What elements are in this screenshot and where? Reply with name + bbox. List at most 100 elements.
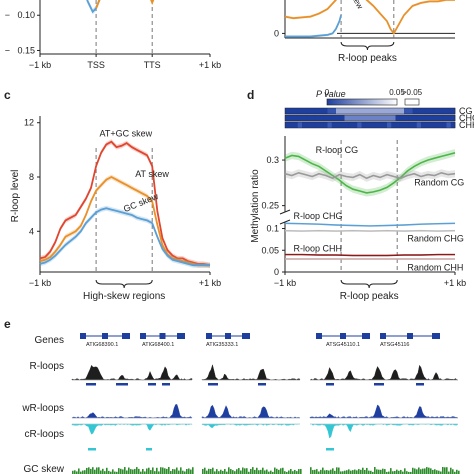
track-label: GC skew — [23, 464, 64, 474]
gc-skew-bar — [290, 469, 292, 474]
heatmap-cell — [378, 122, 384, 128]
panel-top-right: 0 skew R-loop peaks — [274, 0, 455, 64]
heatmap-cell — [404, 122, 409, 128]
gc-skew-bar — [288, 470, 290, 474]
gc-skew-bar — [228, 467, 230, 474]
gc-skew-bar — [428, 467, 430, 474]
gc-skew-bar — [232, 470, 234, 474]
gc-skew-bar — [274, 467, 276, 474]
heatmap-cell — [378, 115, 384, 121]
bracket — [95, 279, 153, 289]
gc-skew-bar — [150, 470, 152, 474]
gc-skew-bar — [300, 468, 302, 474]
peak-call — [258, 383, 266, 386]
gc-skew-bar — [414, 468, 416, 474]
gene-exon — [340, 333, 346, 339]
gc-skew-bar — [374, 467, 376, 474]
gc-skew-bar — [94, 469, 96, 474]
gc-skew-bar — [222, 470, 224, 474]
heatmap-cell — [391, 108, 396, 114]
heatmap-cell — [395, 115, 401, 121]
gc-skew-bar — [158, 471, 160, 474]
gc-skew-bar — [248, 471, 250, 474]
heatmap-cell — [450, 115, 456, 121]
gc-skew-bar — [388, 471, 390, 474]
gc-skew-bar — [298, 469, 300, 474]
heatmap-cell — [319, 108, 324, 114]
gc-skew-bar — [118, 468, 120, 474]
heatmap-cell — [344, 108, 350, 114]
gc-skew-bar — [168, 467, 170, 474]
gc-skew-bar — [126, 470, 128, 474]
gc-skew-bar — [208, 468, 210, 474]
gene-label: ATIG68400.1 — [142, 342, 174, 348]
x-tick-label: +1 kb — [199, 60, 221, 70]
heatmap-cell — [361, 122, 367, 128]
gc-skew-bar — [384, 469, 386, 474]
gc-skew-bar — [404, 468, 406, 474]
gc-skew-bar — [430, 468, 432, 474]
r-loop-coverage — [201, 364, 301, 381]
gc-skew-bar — [318, 471, 320, 474]
series-annotation: Random CHH — [407, 262, 463, 272]
track-label: Genes — [35, 335, 64, 346]
gc-skew-bar — [80, 471, 82, 474]
heatmap-cell — [382, 108, 388, 114]
gc-skew-bar — [378, 469, 380, 474]
gc-skew-bar — [234, 471, 236, 474]
x-tick-label: −1 kb — [29, 60, 51, 70]
series-annotation: R-loop CHH — [294, 244, 343, 254]
gene-exon — [102, 333, 108, 339]
heatmap-row — [284, 121, 456, 129]
gc-skew-bar — [178, 470, 180, 474]
gc-skew-bar — [292, 471, 294, 474]
gc-skew-bar — [76, 471, 78, 474]
gc-skew-bar — [346, 470, 348, 474]
gc-skew-bar — [252, 467, 254, 474]
heatmap-cell — [433, 115, 439, 121]
x-tick-label: −1 kb — [29, 278, 51, 288]
gc-skew-bar — [406, 471, 408, 474]
gc-skew-bar — [286, 471, 288, 474]
heatmap-cell — [382, 115, 388, 121]
gc-skew-bar — [218, 471, 220, 474]
gc-skew-bar — [364, 470, 366, 474]
wr-loop-coverage — [309, 404, 459, 419]
gc-skew-bar — [146, 468, 148, 474]
heatmap-cell — [387, 115, 392, 121]
heatmap-cell — [293, 115, 299, 121]
y-tick-label: 8 — [29, 172, 34, 182]
heatmap-cell — [323, 122, 328, 128]
gc-skew-bar — [396, 469, 398, 474]
gc-skew-bar — [170, 471, 172, 474]
gc-skew-bar — [96, 467, 98, 474]
track-label: wR-loops — [21, 403, 64, 414]
gc-skew-bar — [438, 470, 440, 474]
heatmap-cell — [408, 108, 413, 114]
gc-skew-bar — [446, 467, 448, 474]
gene-exon — [206, 333, 212, 339]
gc-skew-bar — [448, 471, 450, 474]
pvalue-tick: 0.05 — [389, 88, 405, 97]
gc-skew-bar — [242, 467, 244, 474]
gc-skew-bar — [124, 467, 126, 474]
series-annotation: AT skew — [135, 169, 169, 179]
pvalue-tick: 0 — [325, 88, 330, 97]
gene-exon — [316, 333, 322, 339]
heatmap-cell — [306, 115, 311, 121]
gc-skew-bar — [390, 468, 392, 474]
heatmap-row — [284, 107, 456, 115]
peak-call — [146, 448, 152, 451]
gc-skew-bar — [424, 468, 426, 474]
heatmap-cell — [399, 122, 405, 128]
gc-skew-bar — [214, 471, 216, 474]
heatmap-cell — [421, 122, 426, 128]
heatmap-cell — [314, 115, 320, 121]
heatmap-cell — [348, 122, 354, 128]
gc-skew-bar — [108, 470, 110, 474]
heatmap-cell — [365, 108, 371, 114]
bracket-label: R-loop peaks — [340, 291, 399, 302]
heatmap-cell — [433, 108, 439, 114]
